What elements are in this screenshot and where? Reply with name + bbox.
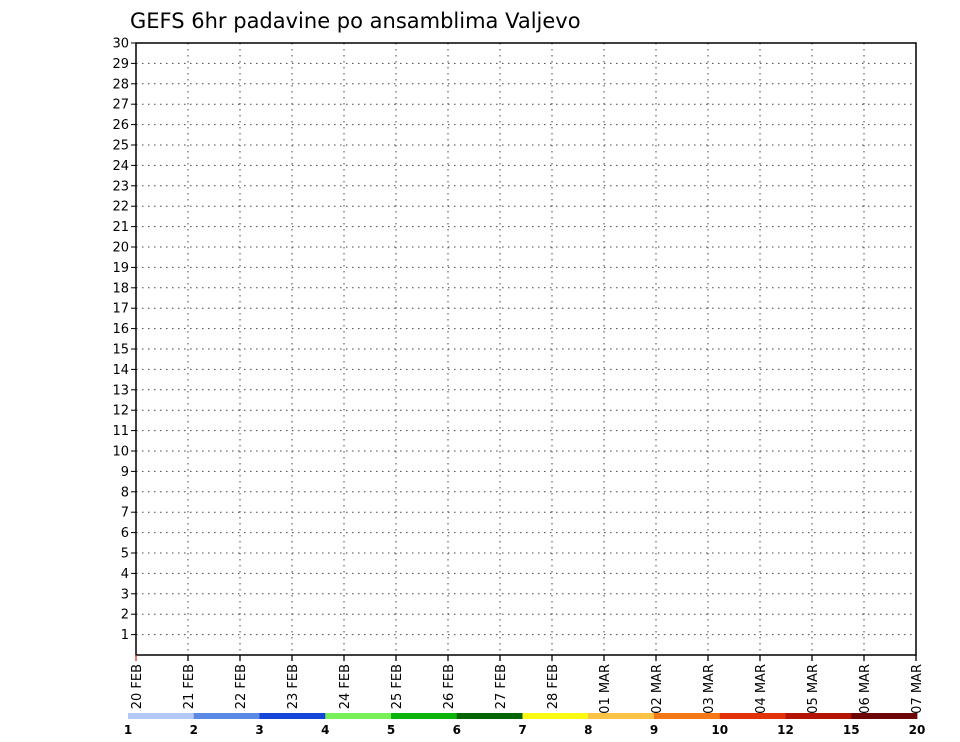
y-tick-label: 25: [112, 139, 129, 154]
y-tick-label: 2: [121, 608, 129, 623]
colorbar-label: 4: [321, 723, 329, 737]
x-tick-label: 21 FEB: [182, 664, 197, 709]
y-tick-label: 9: [121, 465, 129, 480]
x-tick-label: 07 MAR: [910, 664, 925, 714]
x-tick-label: 24 FEB: [338, 664, 353, 709]
colorbar-swatch: [456, 713, 523, 719]
y-tick-label: 24: [112, 159, 129, 174]
y-tick-label: 5: [121, 547, 129, 562]
colorbar-swatch: [522, 713, 589, 719]
y-tick-label: 6: [121, 526, 129, 541]
y-tick-label: 27: [112, 98, 129, 113]
colorbar-swatch: [325, 713, 392, 719]
y-tick-label: 18: [112, 281, 129, 296]
chart-title: GEFS 6hr padavine po ansamblima Valjevo: [130, 9, 581, 33]
y-tick-label: 3: [121, 587, 129, 602]
x-tick-label: 23 FEB: [286, 664, 301, 709]
colorbar: 1 2 3 4 5 6 7 8 9 10 12 15 20: [124, 713, 926, 737]
x-ticks: 20 FEB 21 FEB 22 FEB 23 FEB 24 FEB 25 FEB 26 F…: [130, 655, 925, 714]
colorbar-label: 1: [124, 723, 132, 737]
y-tick-label: 21: [112, 220, 129, 235]
colorbar-label: 12: [777, 723, 794, 737]
y-tick-label: 4: [121, 567, 129, 582]
x-tick-label: 06 MAR: [858, 664, 873, 714]
y-tick-label: 29: [112, 57, 129, 72]
y-tick-label: 19: [112, 261, 129, 276]
x-tick-label: 27 FEB: [494, 664, 509, 709]
x-tick-label: 05 MAR: [806, 664, 821, 714]
y-tick-label: 14: [112, 363, 129, 378]
y-tick-label: 10: [112, 445, 129, 460]
colorbar-swatch: [654, 713, 721, 719]
x-tick-label: 28 FEB: [546, 664, 561, 709]
colorbar-label: 8: [584, 723, 592, 737]
y-ticks: 1234567891011121314151617181920212223242…: [112, 37, 136, 643]
colorbar-label: 5: [387, 723, 395, 737]
colorbar-label: 3: [255, 723, 263, 737]
y-tick-label: 28: [112, 77, 129, 92]
y-tick-label: 1: [121, 628, 129, 643]
y-tick-label: 30: [112, 37, 129, 52]
y-tick-label: 22: [112, 200, 129, 215]
colorbar-swatch: [588, 713, 655, 719]
y-tick-label: 17: [112, 302, 129, 317]
y-tick-label: 7: [121, 506, 129, 521]
colorbar-swatch: [391, 713, 458, 719]
colorbar-label: 9: [650, 723, 658, 737]
colorbar-swatch: [259, 713, 326, 719]
colorbar-label: 7: [518, 723, 526, 737]
y-tick-label: 8: [121, 485, 129, 500]
colorbar-swatch: [719, 713, 786, 719]
y-tick-label: 13: [112, 383, 129, 398]
colorbar-label: 15: [843, 723, 860, 737]
y-tick-label: 11: [112, 424, 129, 439]
y-tick-label: 16: [112, 322, 129, 337]
y-tick-label: 12: [112, 404, 129, 419]
colorbar-label: 20: [909, 723, 926, 737]
colorbar-swatch: [193, 713, 260, 719]
y-tick-label: 23: [112, 179, 129, 194]
x-tick-label: 22 FEB: [234, 664, 249, 709]
x-tick-label: 26 FEB: [442, 664, 457, 709]
x-tick-label: 02 MAR: [650, 664, 665, 714]
colorbar-label: 10: [711, 723, 728, 737]
colorbar-swatch: [128, 713, 195, 719]
colorbar-label: 2: [190, 723, 198, 737]
x-tick-label: 03 MAR: [702, 664, 717, 714]
grid: [136, 43, 916, 655]
x-tick-label: 25 FEB: [390, 664, 405, 709]
colorbar-swatch: [785, 713, 852, 719]
x-tick-label: 20 FEB: [130, 664, 145, 709]
colorbar-label: 6: [453, 723, 461, 737]
colorbar-swatch: [851, 713, 918, 719]
x-tick-label: 04 MAR: [754, 664, 769, 714]
y-tick-label: 26: [112, 118, 129, 133]
x-tick-label: 01 MAR: [598, 664, 613, 714]
y-tick-label: 15: [112, 343, 129, 358]
y-tick-label: 20: [112, 241, 129, 256]
